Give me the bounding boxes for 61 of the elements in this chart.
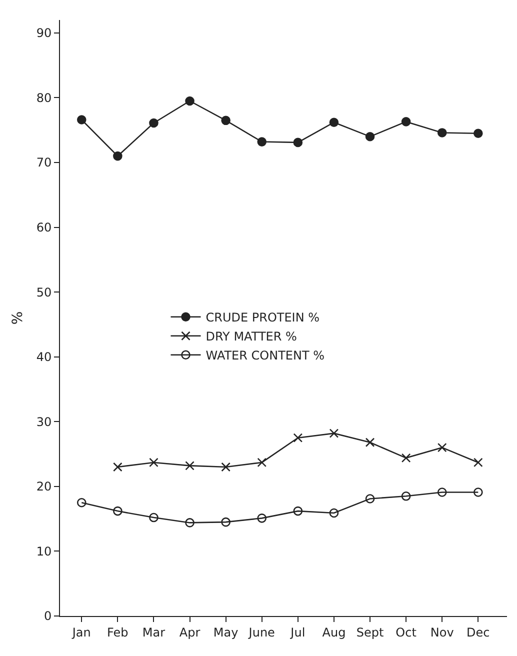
point (329, 428, 339, 438)
x-tick-label: Dec (466, 625, 490, 640)
point (293, 506, 303, 516)
point (365, 494, 375, 504)
point (221, 517, 230, 527)
x-tick-label: Jul (290, 625, 306, 640)
point (221, 462, 230, 472)
y-tick-label: 10 (36, 544, 52, 558)
point (474, 128, 483, 138)
point (329, 118, 339, 128)
point (365, 132, 375, 142)
point (401, 453, 411, 463)
y-tick-label: 30 (36, 414, 52, 429)
legend-label: DRY MATTER % (206, 330, 297, 344)
x-tick-label: Mar (142, 625, 166, 640)
x-tick-label: Sept (356, 625, 384, 640)
point (185, 96, 194, 106)
y-tick-label: 0 (44, 609, 52, 624)
point (76, 115, 86, 124)
legend-label: CRUDE PROTEIN % (206, 310, 320, 325)
point (401, 117, 411, 126)
y-tick-label: 70 (36, 156, 52, 170)
point (185, 461, 194, 470)
y-tick-label: 50 (36, 285, 52, 300)
x-tick-label: May (213, 625, 238, 640)
point (221, 116, 230, 126)
point (185, 518, 194, 528)
x-tick-label: Nov (430, 625, 454, 640)
point (113, 506, 122, 516)
point (257, 514, 267, 523)
x-tick-label: Apr (179, 625, 200, 640)
point (365, 438, 375, 448)
y-tick-label: 80 (36, 90, 52, 105)
y-axis-title: % (10, 311, 26, 325)
point (437, 488, 447, 497)
point (113, 462, 122, 472)
point (401, 492, 411, 501)
y-tick-label: 90 (36, 26, 52, 40)
y-tick-label: 60 (36, 220, 52, 234)
point (149, 512, 158, 522)
point (293, 138, 303, 148)
point (329, 508, 339, 518)
point (437, 128, 447, 138)
point (149, 118, 158, 128)
x-tick-label: Feb (107, 625, 128, 640)
x-tick-label: Oct (396, 625, 417, 640)
x-tick-label: Aug (322, 625, 346, 640)
point (293, 433, 303, 442)
legend-label: WATER CONTENT % (206, 348, 325, 363)
y-tick-label: 20 (36, 480, 52, 494)
point (257, 458, 267, 468)
point (76, 498, 86, 508)
x-tick-label: Jan (71, 625, 91, 640)
point (437, 442, 447, 452)
x-tick-label: June (248, 625, 275, 640)
point (149, 458, 158, 468)
point (474, 488, 483, 497)
point (257, 137, 267, 146)
y-tick-label: 40 (36, 350, 52, 364)
point (474, 458, 483, 468)
point (113, 151, 122, 161)
